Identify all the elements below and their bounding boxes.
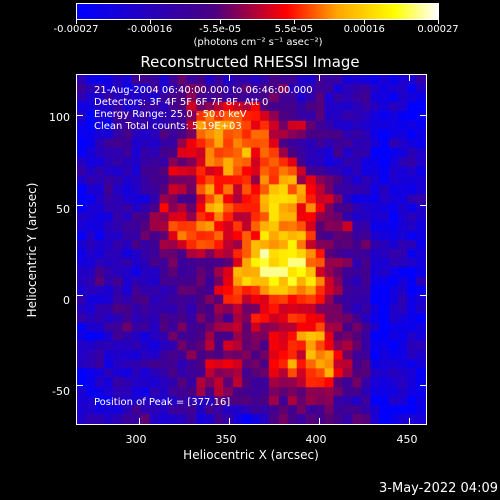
colorbar-units-label: (photons cm⁻² s⁻¹ asec⁻²) — [193, 37, 323, 48]
y-tick-mark — [76, 385, 83, 387]
info-time-range: 21-Aug-2004 06:40:00.000 to 06:46:00.000 — [94, 85, 313, 96]
y-tick-mark — [76, 205, 83, 207]
x-tick-mark — [409, 74, 410, 81]
x-tick-mark — [139, 418, 140, 425]
x-tick-mark — [319, 74, 320, 81]
y-tick-mark — [76, 115, 83, 117]
colorbar-tick — [76, 20, 77, 24]
x-tick-mark — [139, 74, 140, 81]
colorbar-tick — [293, 20, 295, 24]
colorbar-tick-label: 0.00016 — [343, 24, 385, 35]
colorbar-tick — [220, 20, 222, 24]
y-tick-mark — [420, 385, 427, 387]
info-detectors: Detectors: 3F 4F 5F 6F 7F 8F, Att 0 — [94, 97, 269, 108]
colorbar-tick-label: -0.00027 — [53, 24, 99, 35]
y-tick-mark — [420, 295, 427, 297]
colorbar-tick-label: -0.00016 — [127, 24, 173, 35]
colorbar-tick — [438, 20, 439, 24]
plot-area — [76, 74, 427, 425]
x-tick-mark — [229, 418, 230, 425]
y-tick-label: -50 — [52, 385, 70, 398]
colorbar-tick-label: 5.5e-05 — [274, 24, 314, 35]
y-tick-label: 100 — [49, 111, 70, 124]
colorbar-tick — [364, 20, 366, 24]
colorbar-tick — [149, 20, 151, 24]
plot-title: Reconstructed RHESSI Image — [140, 53, 360, 71]
x-tick-mark — [319, 418, 320, 425]
y-tick-mark — [76, 295, 83, 297]
y-axis-label: Heliocentric Y (arcsec) — [25, 182, 39, 318]
footer-date: 3-May-2022 04:09 — [379, 481, 498, 496]
x-tick-label: 450 — [396, 433, 418, 446]
colorbar-tick-label: 0.00027 — [417, 24, 459, 35]
x-tick-mark — [409, 418, 410, 425]
y-tick-mark — [420, 115, 427, 117]
y-tick-label: 0 — [63, 294, 70, 307]
x-tick-label: 300 — [125, 433, 147, 446]
heatmap-image — [77, 75, 426, 424]
x-axis-label: Heliocentric X (arcsec) — [183, 448, 319, 462]
info-energy-range: Energy Range: 25.0 - 50.0 keV — [94, 109, 247, 120]
info-clean-counts: Clean Total counts: 5.19E+03 — [94, 121, 242, 132]
y-tick-mark — [420, 205, 427, 207]
x-tick-label: 350 — [215, 433, 237, 446]
colorbar-tick-label: -5.5e-05 — [199, 24, 242, 35]
colorbar — [76, 3, 439, 20]
x-tick-label: 400 — [305, 433, 327, 446]
peak-position-label: Position of Peak = [377,16] — [94, 397, 231, 408]
y-tick-label: 50 — [56, 203, 70, 216]
x-tick-mark — [229, 74, 230, 81]
